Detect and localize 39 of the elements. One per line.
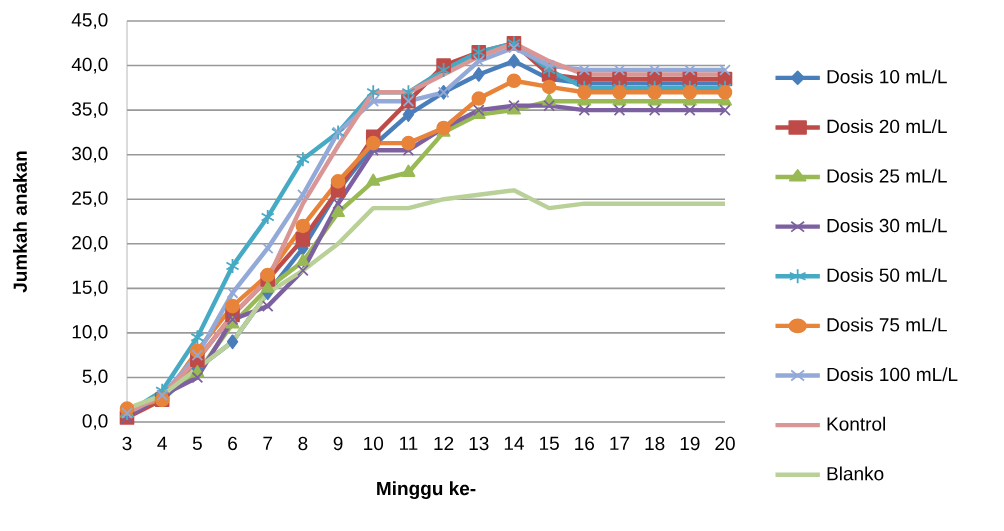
- y-tick-label: 10,0: [72, 325, 108, 341]
- x-tick-label: 15: [540, 436, 559, 450]
- x-tick-label: 12: [434, 436, 454, 450]
- y-tick-label: 45,0: [71, 13, 108, 29]
- y-tick-label: 25,0: [72, 191, 108, 208]
- legend-label: Dosis 30 mL/L: [827, 218, 947, 233]
- y-tick-label: 30,0: [72, 146, 108, 163]
- legend-label: Dosis 100 mL/L: [827, 367, 958, 382]
- legend-label: Kontrol: [827, 416, 885, 431]
- x-tick-label: 19: [680, 436, 700, 451]
- y-tick-label: 40,0: [71, 57, 108, 74]
- y-tick-label: 15,0: [72, 280, 108, 297]
- legend-label: Blanko: [827, 466, 884, 481]
- x-tick-label: 13: [469, 436, 489, 451]
- y-tick-label: 0,0: [82, 414, 108, 430]
- x-tick-label: 6: [228, 436, 237, 451]
- legend-label: Dosis 75 mL/L: [827, 317, 947, 332]
- x-tick-label: 17: [610, 436, 630, 450]
- x-tick-label: 4: [157, 436, 167, 450]
- legend-label: Dosis 25 mL/L: [827, 168, 947, 183]
- legend-label: Dosis 50 mL/L: [827, 267, 947, 282]
- x-tick-label: 7: [263, 436, 273, 450]
- legend-label: Dosis 10 mL/L: [827, 69, 947, 84]
- x-tick-label: 8: [298, 436, 308, 451]
- y-tick-label: 20,0: [72, 235, 108, 252]
- x-tick-label: 20: [715, 436, 735, 451]
- x-tick-label: 3: [122, 436, 132, 451]
- x-tick-label: 11: [400, 436, 418, 450]
- x-tick-label: 10: [364, 436, 384, 451]
- x-tick-label: 9: [333, 436, 343, 451]
- y-tick-label: 35,0: [72, 102, 108, 118]
- x-tick-label: 5: [192, 436, 202, 450]
- y-tick-label: 5,0: [82, 369, 108, 386]
- x-tick-label: 16: [575, 436, 595, 451]
- x-axis-title: Minggu ke-: [377, 481, 476, 500]
- legend-label: Dosis 20 mL/L: [827, 119, 947, 134]
- x-tick-label: 14: [504, 436, 524, 450]
- x-tick-label: 18: [645, 436, 665, 451]
- y-axis-title: Jumkah anakan: [12, 151, 27, 293]
